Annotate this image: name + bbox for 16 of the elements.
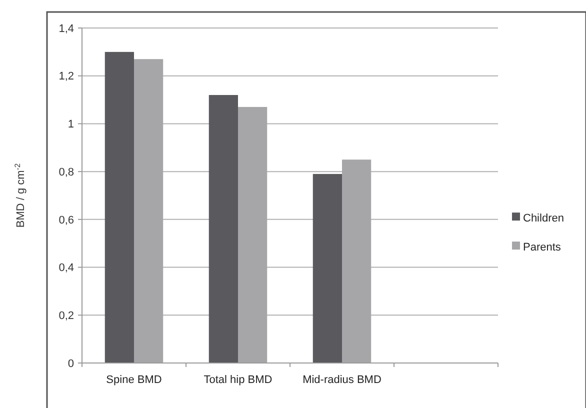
y-tick-label: 0,6: [58, 214, 74, 226]
y-tick-label: 0,4: [58, 262, 74, 274]
y-tick-label: 0,8: [58, 166, 74, 178]
x-tick-label: Spine BMD: [106, 374, 162, 386]
y-tick-label: 1,4: [58, 22, 74, 35]
legend-label: Parents: [523, 241, 562, 254]
legend-label: Children: [523, 212, 564, 224]
x-tick-label: Total hip BMD: [204, 374, 272, 386]
bar: [208, 95, 238, 363]
x-tick-label: Mid-radius BMD: [302, 374, 382, 386]
y-tick-label: 1,2: [58, 70, 74, 83]
y-tick-label: 0: [68, 358, 74, 370]
bar: [312, 174, 342, 363]
y-tick-label: 1: [68, 118, 74, 131]
y-tick-label: 0,2: [58, 310, 74, 322]
bar: [104, 52, 134, 363]
